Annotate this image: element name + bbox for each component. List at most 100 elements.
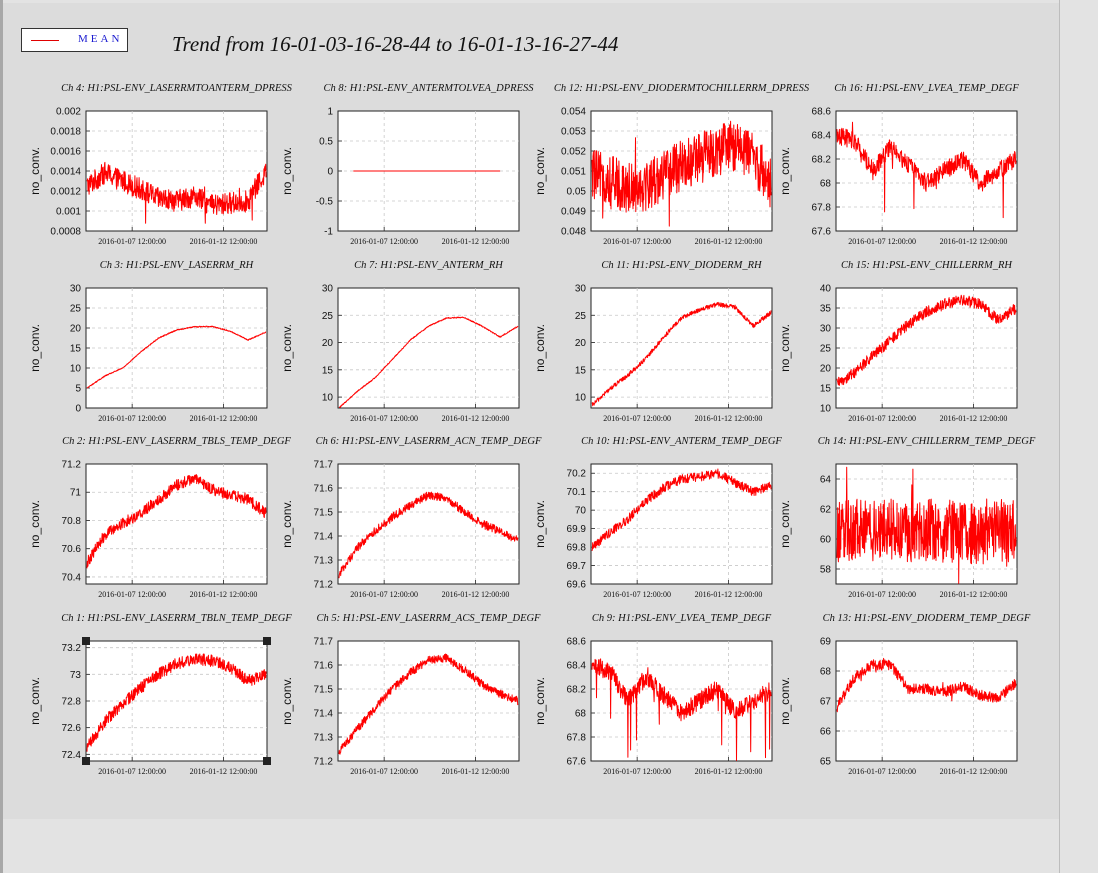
y-tick-label: -1: [324, 227, 333, 238]
y-tick-label: 58: [820, 565, 832, 576]
series-line: [591, 120, 772, 227]
series-line: [86, 161, 267, 224]
chart-title: Ch 8: H1:PSL-ENV_ANTERMTOLVEA_DPRESS: [324, 83, 535, 94]
chart-panel-ch-8: Ch 8: H1:PSL-ENV_ANTERMTOLVEA_DPRESS -1 -0…: [280, 83, 534, 246]
selection-handle[interactable]: [263, 757, 271, 765]
y-tick-label: 0.049: [561, 207, 586, 218]
y-tick-label: 20: [575, 338, 587, 349]
chart-title: Ch 7: H1:PSL-ENV_ANTERM_RH: [354, 260, 504, 271]
x-tick-label: 2016-01-07 12:00:00: [603, 590, 671, 599]
chart-title: Ch 3: H1:PSL-ENV_LASERRM_RH: [100, 260, 255, 271]
y-tick-label: 68: [820, 179, 832, 190]
y-tick-label: 68.4: [567, 661, 587, 672]
y-axis-label: no_conv.: [778, 324, 792, 372]
y-tick-label: 0.0016: [50, 147, 81, 158]
y-tick-label: 0.5: [319, 137, 333, 148]
chart-panel-ch-5: Ch 5: H1:PSL-ENV_LASERRM_ACS_TEMP_DEGF 71…: [280, 613, 541, 776]
x-tick-label: 2016-01-12 12:00:00: [442, 767, 510, 776]
y-axis-label: no_conv.: [280, 147, 294, 195]
series-line: [86, 474, 267, 569]
chart-title: Ch 4: H1:PSL-ENV_LASERRMTOANTERM_DPRESS: [61, 83, 293, 94]
y-tick-label: 71.3: [314, 733, 334, 744]
y-axis-label: no_conv.: [533, 324, 547, 372]
y-tick-label: 67.8: [812, 203, 832, 214]
y-tick-label: 30: [70, 284, 82, 295]
y-tick-label: 67.6: [812, 227, 832, 238]
selection-handle[interactable]: [82, 637, 90, 645]
chart-title: Ch 11: H1:PSL-ENV_DIODERM_RH: [601, 260, 763, 271]
chart-panel-ch-9: Ch 9: H1:PSL-ENV_LVEA_TEMP_DEGF 67.6 67.8 6…: [533, 613, 773, 776]
y-tick-label: 70.6: [62, 544, 82, 555]
series-line: [338, 316, 519, 408]
series-line: [591, 301, 772, 407]
y-tick-label: 25: [575, 311, 587, 322]
y-tick-label: 0.054: [561, 107, 586, 118]
y-tick-label: 71.4: [314, 709, 334, 720]
y-tick-label: 71.2: [314, 757, 334, 768]
chart-panel-ch-10: Ch 10: H1:PSL-ENV_ANTERM_TEMP_DEGF 69.6 69…: [533, 436, 782, 599]
y-tick-label: 71.5: [314, 508, 334, 519]
x-tick-label: 2016-01-12 12:00:00: [695, 414, 763, 423]
y-tick-label: 71.7: [314, 460, 334, 471]
y-tick-label: 68.6: [567, 637, 587, 648]
x-tick-label: 2016-01-12 12:00:00: [695, 767, 763, 776]
series-line: [338, 653, 519, 755]
selection-handle[interactable]: [82, 757, 90, 765]
y-tick-label: 62: [820, 505, 832, 516]
plot-area: [590, 640, 773, 762]
chart-panel-ch-3: Ch 3: H1:PSL-ENV_LASERRM_RH 0 5 10 15 20 25 30 2…: [28, 260, 268, 423]
y-tick-label: 15: [322, 365, 334, 376]
x-tick-label: 2016-01-07 12:00:00: [98, 237, 166, 246]
chart-panel-ch-7: Ch 7: H1:PSL-ENV_ANTERM_RH 10 15 20 25 30 2016…: [280, 260, 520, 423]
y-tick-label: 64: [820, 475, 832, 486]
x-tick-label: 2016-01-07 12:00:00: [350, 237, 418, 246]
y-axis-label: no_conv.: [533, 147, 547, 195]
y-tick-label: 30: [575, 284, 587, 295]
y-tick-label: 72.4: [62, 750, 82, 761]
y-tick-label: 69.8: [567, 543, 587, 554]
x-tick-label: 2016-01-07 12:00:00: [98, 590, 166, 599]
y-tick-label: 69.7: [567, 561, 587, 572]
plot-area: [835, 110, 1018, 232]
y-tick-label: 68.2: [567, 685, 587, 696]
y-tick-label: 70: [575, 506, 587, 517]
x-tick-label: 2016-01-12 12:00:00: [190, 414, 258, 423]
y-tick-label: 15: [70, 344, 82, 355]
chart-title: Ch 15: H1:PSL-ENV_CHILLERRM_RH: [841, 260, 1013, 271]
x-tick-label: 2016-01-07 12:00:00: [350, 590, 418, 599]
x-tick-label: 2016-01-07 12:00:00: [848, 767, 916, 776]
plot-area: [337, 463, 520, 585]
x-tick-label: 2016-01-07 12:00:00: [603, 237, 671, 246]
chart-panel-ch-4: Ch 4: H1:PSL-ENV_LASERRMTOANTERM_DPRESS 0…: [28, 83, 293, 246]
chart-title: Ch 5: H1:PSL-ENV_LASERRM_ACS_TEMP_DEGF: [317, 613, 542, 624]
y-tick-label: -0.5: [316, 197, 334, 208]
y-tick-label: 70.1: [567, 487, 587, 498]
y-tick-label: 69.9: [567, 524, 587, 535]
chart-panel-ch-14: Ch 14: H1:PSL-ENV_CHILLERRM_TEMP_DEGF 58 6…: [778, 436, 1036, 599]
series-line: [836, 121, 1017, 219]
y-tick-label: 0.0008: [50, 227, 81, 238]
x-tick-label: 2016-01-07 12:00:00: [848, 414, 916, 423]
y-axis-label: no_conv.: [778, 677, 792, 725]
y-tick-label: 15: [820, 384, 832, 395]
chart-title: Ch 10: H1:PSL-ENV_ANTERM_TEMP_DEGF: [581, 436, 782, 447]
series-line: [836, 294, 1017, 386]
y-tick-label: 71.6: [314, 484, 334, 495]
y-tick-label: 0: [327, 167, 333, 178]
legend-box[interactable]: MEAN: [21, 28, 128, 52]
y-tick-label: 0.002: [56, 107, 81, 118]
chart-panel-ch-2: Ch 2: H1:PSL-ENV_LASERRM_TBLS_TEMP_DEGF 7…: [28, 436, 291, 599]
y-tick-label: 68.2: [812, 155, 832, 166]
window-left-border: [0, 0, 3, 873]
selection-handle[interactable]: [263, 637, 271, 645]
x-tick-label: 2016-01-07 12:00:00: [350, 414, 418, 423]
series-line: [86, 653, 267, 752]
y-tick-label: 70.4: [62, 572, 82, 583]
x-tick-label: 2016-01-07 12:00:00: [350, 767, 418, 776]
y-tick-label: 71.5: [314, 685, 334, 696]
y-axis-label: no_conv.: [533, 500, 547, 548]
y-axis-label: no_conv.: [280, 500, 294, 548]
chart-title: Ch 2: H1:PSL-ENV_LASERRM_TBLS_TEMP_DEGF: [62, 436, 291, 447]
x-tick-label: 2016-01-07 12:00:00: [603, 767, 671, 776]
